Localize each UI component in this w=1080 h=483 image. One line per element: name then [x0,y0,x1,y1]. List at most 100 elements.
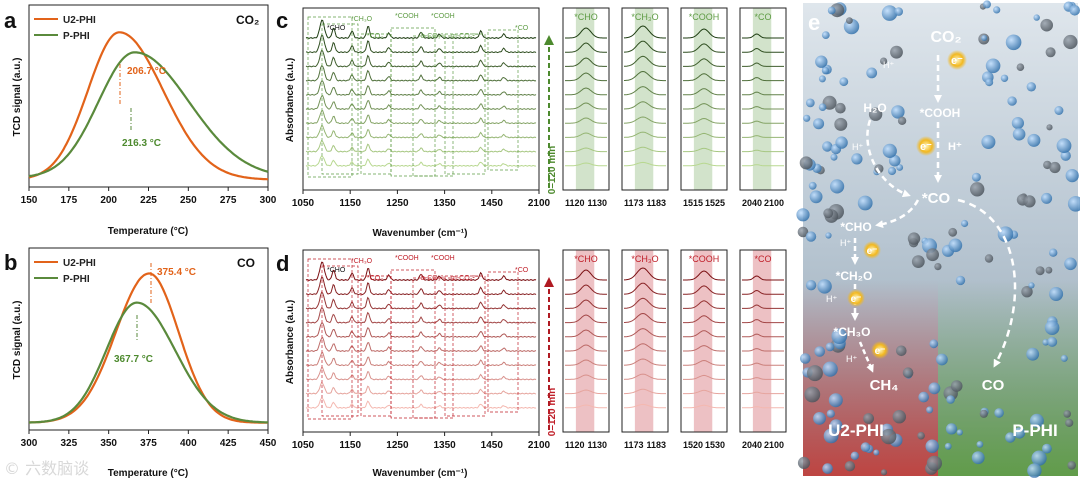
zoom-spectrum-line [742,91,784,96]
annotation-box [360,275,392,417]
framework-atom [928,382,941,395]
framework-atom [1049,248,1058,257]
framework-atom [1023,195,1036,208]
zoom-tick-label: 1130 [587,198,607,208]
framework-atom [850,451,859,460]
framework-atom [1047,336,1058,347]
highlight-band [693,8,713,190]
spectrum-line [305,34,537,54]
framework-atom [844,461,856,472]
zoom-spectrum-line [624,328,666,338]
framework-atom [917,431,925,440]
x-tick-label: 1150 [339,198,361,209]
annotation-label: m-CO₃²⁻ [451,33,479,40]
x-tick-label: 1350 [433,198,456,209]
framework-atom [934,263,942,271]
zoom-spectrum-line [742,149,784,153]
u2-phi-region [803,280,938,476]
x-ticks-c: 1050 1150 1250 1350 1450 2100 [292,190,551,209]
proton-6: H⁺ [846,354,857,364]
framework-atom [815,55,828,68]
y-label-d: Absorbance (a.u.) [285,300,296,384]
framework-atom [1027,463,1042,478]
species-co-adsorbed: *CO [922,190,951,207]
zoom-spectrum-line [623,101,666,110]
molecular-framework [796,0,1080,478]
panel-e: e⁻ e⁻ e⁻ e⁻ e⁻ H⁺ H⁺ H⁺ H⁺ H⁺ H⁺ CO₂ *CO… [796,0,1080,478]
x-tick-label: 200 [100,195,117,206]
x-tick-label: 1450 [481,440,504,451]
framework-atom [944,442,952,450]
framework-atom [882,143,897,158]
zoom-frame [562,7,610,191]
framework-atom [1000,74,1009,83]
framework-atom [985,58,1001,74]
species-h2o: H₂O [863,101,886,115]
y-label-b: TCD signal (a.u.) [12,301,23,380]
framework-atom [929,339,939,349]
zoom-tick-label: 1120 [565,198,585,208]
framework-atom [796,208,810,222]
framework-atom [1046,124,1053,131]
framework-atom [1042,339,1049,346]
zoom-spectrum-line [624,403,666,409]
framework-atom [926,406,934,414]
peak-label-u2-a: 206.7 °C [127,66,166,77]
species-cooh: *COOH [920,106,961,120]
legend-u2-a: U2-PHI [63,15,96,26]
annotation-label: b-CO₃²⁻ [421,33,447,40]
x-tick-label: 1050 [292,440,315,451]
zoom-tick-label: 1515 [683,198,703,208]
zoom-spectrum-line [624,86,666,96]
peak-label-u2-b: 375.4 °C [157,267,196,278]
framework-atom [829,419,843,432]
framework-atom [1041,192,1053,204]
annotation-label: *CO₂ [367,33,383,40]
annotation-label: *COOH [431,13,455,20]
framework-atom [805,231,817,242]
zoom-spectrum-line [742,391,784,395]
zoom-spectrum-line [565,42,607,53]
x-tick-label: 2100 [528,198,551,209]
x-label-b: Temperature (°C) [108,468,189,479]
framework-atom [971,172,981,182]
arrow-co-desorption [957,198,1017,368]
zoom-spectrum-line [683,147,725,153]
zoom-spectrum-line [623,343,666,352]
zoom-spectrum-line [742,47,784,53]
framework-atom [888,154,901,167]
framework-atom [851,153,863,165]
zoom-title: *CHO [574,254,598,264]
zoom-spectrum-line [624,297,666,309]
x-ticks-b: 300 325 350 375 400 425 450 [21,430,277,449]
framework-atom [863,413,874,424]
annotation-box [444,275,486,417]
zoom-title: *CHO [574,12,598,22]
spectrum-line [306,124,537,139]
annotation-box [321,23,359,175]
zoom-spectrum-line [624,25,666,39]
zoom-spectrum-line [565,329,607,338]
zoom-spectrum-line [683,330,725,338]
zoom-spectrum-line [624,70,666,82]
x-ticks-d: 1050 1150 1250 1350 1450 2100 [292,432,551,451]
framework-atom [839,77,849,87]
species-co2: CO₂ [930,29,961,46]
framework-atom [925,439,939,453]
catalyst-u2-phi: U2-PHI [828,421,884,440]
framework-atom [868,107,883,121]
framework-atom [955,275,966,286]
zoom-tick-label: 2100 [764,440,784,450]
zoom-spectrum-line [742,319,784,324]
zoom-title: *CO [754,254,771,264]
framework-atom [821,66,830,75]
zoom-tick-label: 1173 [624,440,644,450]
framework-atom [896,345,907,357]
framework-atom [1040,18,1053,32]
zoom-spectrum-line [565,57,607,67]
zoom-spectrum-line [565,314,607,324]
framework-atom [1065,169,1079,183]
framework-atom [818,103,827,111]
time-label-c: 0–120 min [547,146,558,194]
framework-atom [831,328,848,345]
